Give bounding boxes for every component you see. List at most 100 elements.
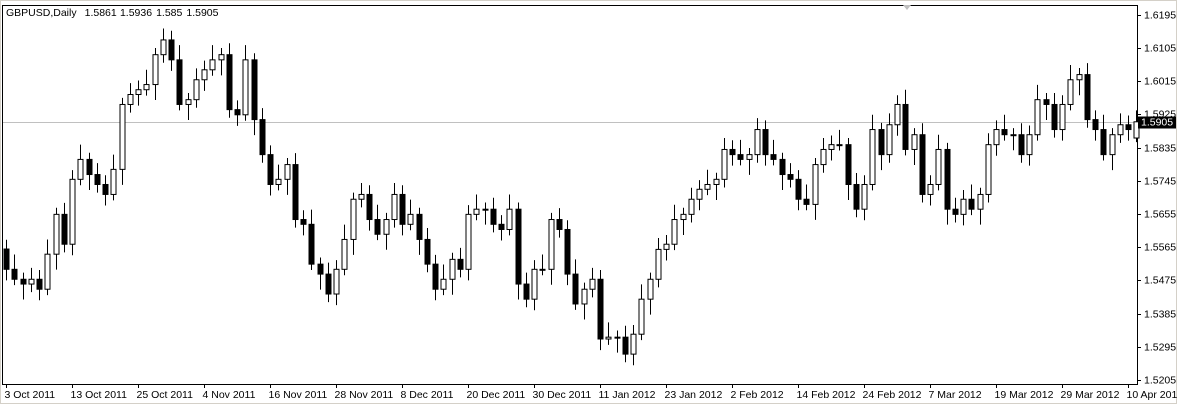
candle-body xyxy=(259,119,266,156)
price-tag: 1.5905 xyxy=(1141,116,1173,128)
candle-body xyxy=(523,283,530,300)
candle-body xyxy=(1117,124,1124,136)
candle-body xyxy=(902,103,909,150)
candle-body xyxy=(102,183,109,195)
candle-body xyxy=(1001,129,1008,136)
candle-body xyxy=(935,148,942,185)
y-tick-label: 1.5565 xyxy=(1144,241,1176,253)
candle-body xyxy=(515,208,522,285)
candle-body xyxy=(341,238,348,270)
x-tick-label: 10 Apr 2012 xyxy=(1127,389,1177,401)
candle-body xyxy=(729,148,736,156)
candle-body xyxy=(993,129,1000,146)
candle-body xyxy=(1100,129,1107,156)
candle-body xyxy=(894,103,901,126)
candle-body xyxy=(622,336,629,355)
candle-body xyxy=(1125,124,1132,131)
candle-body xyxy=(614,336,621,339)
x-tick-label: 19 Mar 2012 xyxy=(995,389,1054,401)
candle-body xyxy=(399,193,406,225)
candle-body xyxy=(3,248,10,270)
candle-body xyxy=(292,164,299,221)
candle-body xyxy=(416,213,423,240)
x-tick-label: 23 Jan 2012 xyxy=(665,389,723,401)
chart-title: GBPUSD,Daily xyxy=(6,7,77,19)
candle-body xyxy=(655,248,662,280)
candle-body xyxy=(845,144,852,185)
candle-body xyxy=(1133,121,1140,139)
candle-body xyxy=(325,273,332,295)
candle-body xyxy=(1084,74,1091,121)
candle-body xyxy=(853,183,860,210)
candle-body xyxy=(572,273,579,305)
candle-body xyxy=(911,134,918,150)
candle-body xyxy=(531,268,538,300)
candle-body xyxy=(960,198,967,215)
candle-body xyxy=(1067,79,1074,105)
candle-body xyxy=(473,208,480,215)
candle-body xyxy=(218,54,225,61)
candle-body xyxy=(77,158,84,180)
candle-body xyxy=(803,198,810,205)
x-tick-label: 13 Oct 2011 xyxy=(71,389,128,401)
candle-body xyxy=(919,134,926,195)
candle-body xyxy=(391,193,398,221)
candle-body xyxy=(160,39,167,56)
candle-body xyxy=(242,59,249,116)
candle-body xyxy=(680,213,687,221)
candle-body xyxy=(374,219,381,235)
x-tick-label: 2 Feb 2012 xyxy=(731,389,784,401)
header-open: 1.5861 xyxy=(85,7,117,19)
candle-body xyxy=(358,193,365,200)
chart-shift-marker xyxy=(903,5,911,10)
candle-body xyxy=(490,208,497,225)
candle-body xyxy=(977,193,984,210)
candle-body xyxy=(581,288,588,305)
candle-body xyxy=(820,148,827,166)
candle-body xyxy=(333,268,340,295)
x-tick-label: 4 Nov 2011 xyxy=(203,389,256,401)
candle-body xyxy=(176,59,183,105)
candle-body xyxy=(638,298,645,335)
y-tick-label: 1.6105 xyxy=(1144,42,1176,54)
candle-body xyxy=(1059,103,1066,131)
candle-body xyxy=(11,268,18,280)
y-tick-label: 1.5745 xyxy=(1144,175,1176,187)
candle-body xyxy=(53,213,60,255)
candle-body xyxy=(424,238,431,265)
header-high: 1.5936 xyxy=(120,7,152,19)
candle-body xyxy=(350,198,357,240)
x-tick-label: 29 Mar 2012 xyxy=(1061,389,1120,401)
plot-border xyxy=(2,5,1138,385)
candle-body xyxy=(366,193,373,221)
candle-body xyxy=(20,278,27,285)
candle-body xyxy=(498,223,505,230)
candle-body xyxy=(1010,134,1017,137)
candle-body xyxy=(449,258,456,280)
candle-body xyxy=(284,164,291,180)
candle-body xyxy=(407,213,414,225)
x-tick-label: 3 Oct 2011 xyxy=(5,389,56,401)
y-tick-label: 1.6195 xyxy=(1144,9,1176,21)
y-tick-label: 1.5655 xyxy=(1144,208,1176,220)
x-tick-label: 16 Nov 2011 xyxy=(269,389,328,401)
candle-body xyxy=(1018,134,1025,156)
y-tick-label: 1.5475 xyxy=(1144,274,1176,286)
candle-body xyxy=(869,129,876,185)
candle-body xyxy=(1034,99,1041,136)
y-tick-label: 1.6015 xyxy=(1144,75,1176,87)
candle-body xyxy=(795,178,802,200)
candle-body xyxy=(69,178,76,245)
x-tick-label: 25 Oct 2011 xyxy=(137,389,194,401)
candle-body xyxy=(482,208,489,211)
candle-body xyxy=(952,208,959,215)
candle-body xyxy=(1051,103,1058,131)
candle-body xyxy=(44,253,51,290)
candle-body xyxy=(1092,119,1099,131)
candle-body xyxy=(127,94,134,105)
x-tick-label: 11 Jan 2012 xyxy=(599,389,656,401)
candle-body xyxy=(275,178,282,185)
candle-body xyxy=(713,178,720,185)
